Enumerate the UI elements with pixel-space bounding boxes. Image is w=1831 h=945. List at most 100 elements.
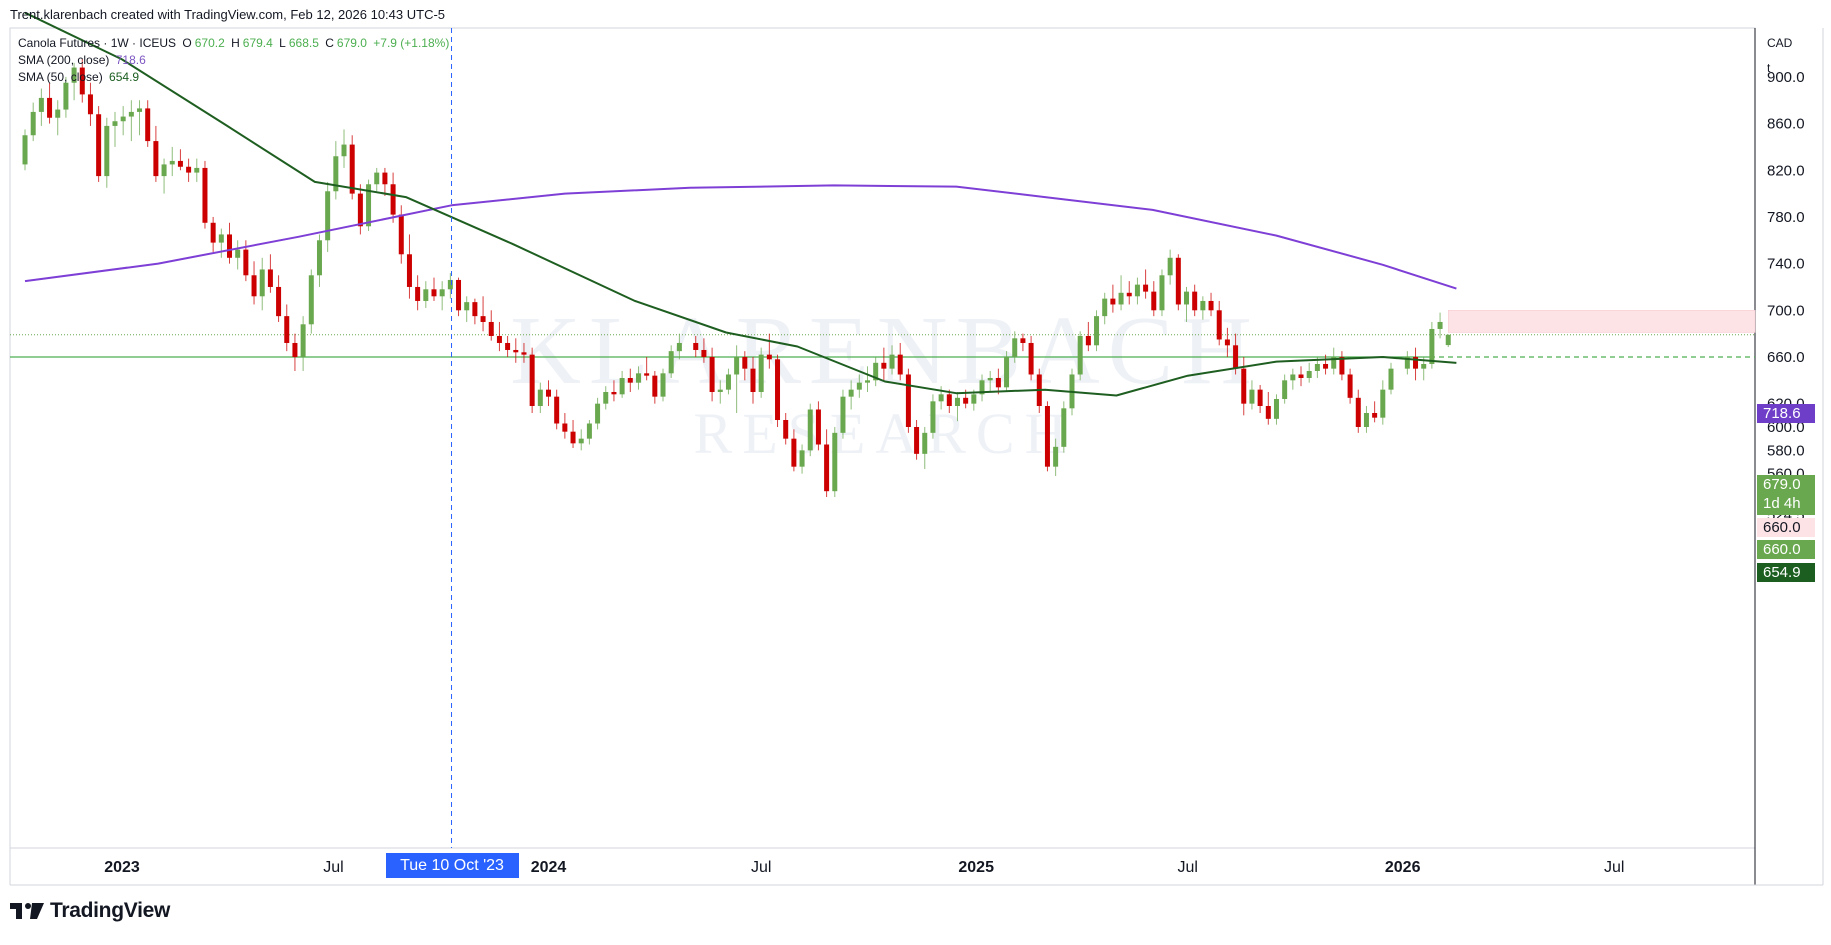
candle-body[interactable] xyxy=(243,249,249,276)
candle-body[interactable] xyxy=(1298,374,1304,378)
candle-body[interactable] xyxy=(791,438,797,467)
candle-body[interactable] xyxy=(112,121,118,126)
candle-body[interactable] xyxy=(398,214,404,255)
legend-symbol-row[interactable]: Canola Futures · 1W · ICEUS O 670.2 H 679.… xyxy=(18,36,452,50)
candle-body[interactable] xyxy=(1290,374,1296,381)
candle-body[interactable] xyxy=(488,321,494,336)
candle-body[interactable] xyxy=(897,354,903,375)
legend-sma200-row[interactable]: SMA (200, close) 718.6 xyxy=(18,53,149,67)
candle-body[interactable] xyxy=(578,438,584,444)
candle-body[interactable] xyxy=(971,394,977,404)
candle-body[interactable] xyxy=(439,289,445,297)
candle-body[interactable] xyxy=(1184,291,1190,305)
candle-body[interactable] xyxy=(374,172,380,185)
candle-body[interactable] xyxy=(1020,338,1026,343)
candle-body[interactable] xyxy=(267,269,273,287)
candle-body[interactable] xyxy=(546,389,552,397)
candle-body[interactable] xyxy=(1233,345,1239,369)
candle-body[interactable] xyxy=(1372,412,1378,418)
candle-body[interactable] xyxy=(120,116,126,122)
candle-body[interactable] xyxy=(946,394,952,406)
candle-body[interactable] xyxy=(1388,368,1394,390)
candle-body[interactable] xyxy=(1053,446,1059,467)
candle-body[interactable] xyxy=(382,172,388,185)
candle-body[interactable] xyxy=(87,94,93,115)
candle-body[interactable] xyxy=(513,349,519,353)
candle-body[interactable] xyxy=(1314,363,1320,371)
candle-body[interactable] xyxy=(300,324,306,357)
candle-body[interactable] xyxy=(1143,284,1149,292)
candle-body[interactable] xyxy=(251,275,257,297)
candle-body[interactable] xyxy=(1273,398,1279,419)
candle-body[interactable] xyxy=(1085,335,1091,346)
candle-body[interactable] xyxy=(693,342,699,350)
candle-body[interactable] xyxy=(1323,363,1329,369)
legend-symbol[interactable]: Canola Futures · 1W · ICEUS xyxy=(18,36,177,50)
candle-body[interactable] xyxy=(104,125,110,177)
candle-body[interactable] xyxy=(1044,405,1050,467)
candle-body[interactable] xyxy=(496,335,502,343)
candle-body[interactable] xyxy=(987,377,993,381)
candle-body[interactable] xyxy=(848,389,854,397)
candle-body[interactable] xyxy=(423,289,429,301)
candle-body[interactable] xyxy=(431,289,437,297)
candle-body[interactable] xyxy=(30,111,36,136)
candle-body[interactable] xyxy=(1355,397,1361,427)
candle-body[interactable] xyxy=(840,396,846,433)
candle-body[interactable] xyxy=(1077,335,1083,375)
candle-body[interactable] xyxy=(742,356,748,369)
candle-body[interactable] xyxy=(390,184,396,215)
candle-body[interactable] xyxy=(521,352,527,355)
candle-body[interactable] xyxy=(22,135,28,165)
candle-body[interactable] xyxy=(922,432,928,454)
candle-body[interactable] xyxy=(595,403,601,424)
candle-body[interactable] xyxy=(963,397,969,404)
candle-body[interactable] xyxy=(349,144,355,194)
candle-body[interactable] xyxy=(464,302,470,311)
candle-body[interactable] xyxy=(218,234,224,243)
candle-body[interactable] xyxy=(227,234,233,258)
candle-body[interactable] xyxy=(316,240,322,276)
candle-body[interactable] xyxy=(889,354,895,369)
candle-body[interactable] xyxy=(709,356,715,392)
candle-body[interactable] xyxy=(1151,291,1157,311)
candle-body[interactable] xyxy=(1126,292,1132,297)
candle-body[interactable] xyxy=(611,391,617,395)
unit-label[interactable]: t xyxy=(1767,61,1771,75)
candle-body[interactable] xyxy=(137,108,143,112)
candle-body[interactable] xyxy=(480,316,486,322)
candle-body[interactable] xyxy=(71,67,77,83)
candle-body[interactable] xyxy=(717,389,723,392)
candle-body[interactable] xyxy=(815,409,821,445)
candle-body[interactable] xyxy=(325,191,331,241)
candle-body[interactable] xyxy=(995,377,1001,388)
candle-body[interactable] xyxy=(1265,405,1271,419)
candle-body[interactable] xyxy=(161,164,167,177)
tradingview-logo[interactable]: TradingView xyxy=(10,899,170,923)
candle-body[interactable] xyxy=(1257,389,1263,406)
candle-body[interactable] xyxy=(619,377,625,395)
candle-body[interactable] xyxy=(210,222,216,243)
candle-body[interactable] xyxy=(914,427,920,454)
candle-body[interactable] xyxy=(96,114,102,177)
candle-body[interactable] xyxy=(1110,298,1116,305)
candle-body[interactable] xyxy=(357,193,363,227)
candle-body[interactable] xyxy=(1241,368,1247,404)
candle-body[interactable] xyxy=(1167,257,1173,276)
candle-body[interactable] xyxy=(1192,291,1198,311)
candle-body[interactable] xyxy=(783,419,789,439)
candle-body[interactable] xyxy=(554,396,560,424)
candle-body[interactable] xyxy=(186,166,192,173)
candle-body[interactable] xyxy=(169,160,175,165)
candle-body[interactable] xyxy=(905,374,911,427)
candle-body[interactable] xyxy=(505,342,511,350)
candle-body[interactable] xyxy=(1216,310,1222,340)
candle-body[interactable] xyxy=(47,97,53,118)
candle-body[interactable] xyxy=(570,431,576,444)
candle-body[interactable] xyxy=(979,380,985,395)
candle-body[interactable] xyxy=(292,342,298,357)
candle-body[interactable] xyxy=(128,111,134,117)
candle-body[interactable] xyxy=(1445,334,1451,346)
candle-body[interactable] xyxy=(1208,300,1214,311)
candle-body[interactable] xyxy=(799,450,805,467)
